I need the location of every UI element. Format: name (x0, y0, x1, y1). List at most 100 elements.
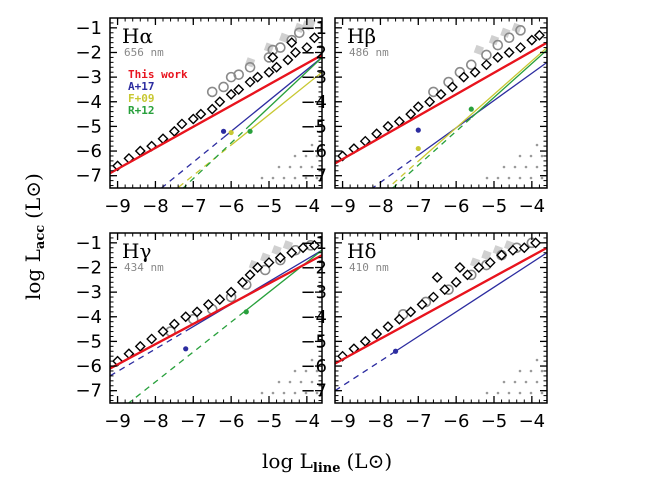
region-dot (540, 391, 544, 395)
data-point-black (469, 66, 481, 78)
region-dot (535, 380, 539, 384)
region-dot (299, 165, 303, 169)
region-dot (535, 143, 539, 147)
region-dot (529, 369, 533, 373)
x-tick-label: −6 (443, 411, 470, 432)
legend-entry: F+09 (128, 92, 155, 105)
data-point-lightgray (500, 27, 511, 38)
fit-line-dashed (127, 309, 247, 403)
data-point-black (382, 321, 394, 333)
data-point-black (446, 81, 458, 93)
fit-marker (220, 128, 227, 134)
x-tick-label: −5 (481, 196, 508, 217)
y-tick-label: −2 (300, 257, 327, 278)
data-point-black (382, 120, 394, 132)
y-tick-label: −5 (75, 331, 102, 352)
region-dot (518, 391, 522, 395)
region-dot (315, 391, 319, 395)
data-point-black (492, 51, 504, 63)
region-dot (293, 369, 297, 373)
region-dot (304, 391, 308, 395)
data-point-black (286, 247, 298, 259)
fit-line-dashed (335, 350, 396, 392)
y-tick-label: −6 (300, 141, 327, 162)
region-dot (529, 176, 533, 180)
data-point-black (431, 271, 443, 283)
data-point-black (484, 257, 496, 269)
region-dot (513, 380, 517, 384)
x-tick-label: −9 (104, 411, 131, 432)
data-point-black (393, 313, 405, 325)
y-tick-label: −5 (300, 116, 327, 137)
data-point-black (168, 318, 180, 330)
x-axis-label-unit: (L⊙) (347, 449, 393, 473)
region-dot (282, 176, 286, 180)
x-tick-label: −7 (180, 196, 207, 217)
x-tick-label: −9 (104, 196, 131, 217)
region-dot (288, 165, 292, 169)
panel-wavelength: 434 nm (124, 261, 164, 274)
data-point-lightgray (488, 35, 500, 46)
data-point-lightgray (473, 44, 484, 56)
region-dot (293, 176, 297, 180)
region-dot (271, 176, 275, 180)
fit-line-this-work-top (110, 53, 322, 175)
legend-entry: This work (128, 68, 188, 81)
region-dot (518, 369, 522, 373)
region-dot (529, 154, 533, 158)
y-tick-label: −5 (300, 331, 327, 352)
data-point-black (530, 237, 542, 249)
data-point-black (157, 326, 169, 338)
data-point-black (225, 286, 237, 298)
svg-text:log Lline(L⊙): log Lline (L⊙) (262, 449, 392, 476)
data-point-gray (503, 32, 515, 44)
region-dot (496, 391, 500, 395)
data-point-black (412, 101, 424, 113)
data-point-black (146, 333, 158, 345)
data-point-gray (515, 25, 526, 36)
region-dot (260, 391, 264, 395)
data-point-gray (218, 81, 229, 93)
x-tick-label: −5 (256, 411, 283, 432)
data-point-black (533, 29, 545, 41)
region-dot (540, 369, 544, 373)
data-point-black (134, 340, 146, 352)
data-point-black (168, 125, 180, 137)
data-point-lightgray (305, 18, 316, 29)
data-point-black (518, 242, 530, 254)
region-dot (282, 391, 286, 395)
x-tick-label: −4 (519, 411, 546, 432)
data-point-black (191, 306, 203, 318)
data-point-black (473, 262, 485, 273)
y-tick-label: −2 (75, 257, 102, 278)
svg-text:log Lacc(L⊙): log Lacc (L⊙) (21, 173, 48, 300)
x-tick-label: −9 (329, 411, 356, 432)
data-point-black (286, 37, 298, 49)
panel-title: Hβ (347, 24, 376, 48)
region-dot (315, 369, 319, 373)
x-tick-label: −5 (256, 196, 283, 217)
region-dot (485, 176, 489, 180)
x-tick-label: −7 (180, 411, 207, 432)
data-point-black (439, 284, 451, 296)
region-dot (293, 154, 297, 158)
fit-line-dashed (110, 330, 187, 377)
region-dot (535, 358, 539, 362)
data-point-gray (481, 49, 492, 61)
region-dot (304, 154, 308, 158)
y-axis-label-sub: acc (33, 225, 48, 249)
data-point-black (435, 88, 447, 100)
fit-line-a-17 (417, 61, 547, 156)
data-point-lightgray (481, 250, 492, 261)
region-dot (315, 154, 319, 158)
region-dot (507, 176, 511, 180)
data-point-gray (259, 264, 271, 276)
data-point-black (503, 47, 515, 58)
data-point-black (405, 108, 417, 120)
data-point-black (237, 276, 248, 288)
x-axis-label-main: log L (262, 449, 313, 473)
data-point-black (206, 103, 218, 115)
panel-title: Hγ (122, 239, 151, 263)
x-tick-label: −4 (519, 196, 546, 217)
